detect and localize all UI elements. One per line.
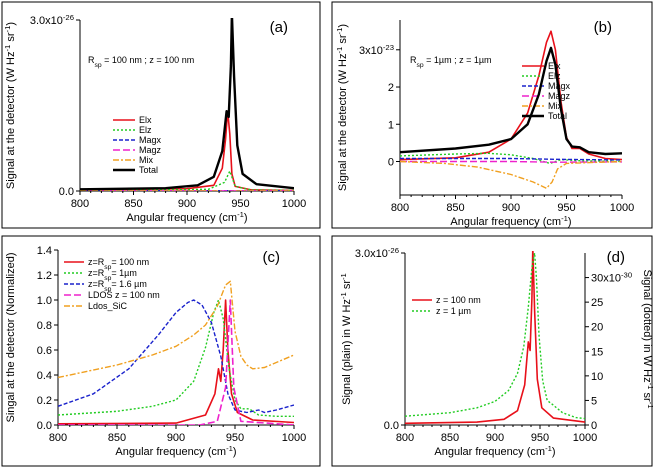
y-tick-right-label-d: 25	[591, 297, 603, 309]
y-tick-label-a: 0.0	[59, 186, 74, 198]
y-tick-label-c: 1.4	[37, 245, 52, 257]
legend-label-c-4: Ldos_SiC	[88, 301, 128, 311]
legend-label-b-5: Total	[548, 111, 567, 121]
x-tick-label-d: 800	[396, 432, 414, 444]
y-tick-right-label-d: 5	[591, 395, 597, 407]
x-tick-label-b: 800	[391, 202, 409, 214]
x-tick-label-a: 950	[231, 198, 249, 210]
y-tick-label-c: 1.0	[37, 295, 52, 307]
x-tick-label-c: 900	[167, 432, 185, 444]
x-axis-label-c: Angular frequency (cm-1)	[115, 444, 236, 459]
y-tick-label-c: 0.2	[37, 395, 52, 407]
x-tick-label-c: 950	[226, 432, 244, 444]
x-tick-label-b: 1000	[610, 202, 634, 214]
x-tick-label-d: 900	[486, 432, 504, 444]
y-tick-label-c: 0.0	[37, 420, 52, 432]
x-tick-label-b: 850	[446, 202, 464, 214]
y-tick-label-d: 0.0	[384, 420, 399, 432]
y-tick-label-c: 0.6	[37, 345, 52, 357]
x-tick-label-d: 950	[531, 432, 549, 444]
y-tick-label-b: 1	[388, 119, 394, 131]
legend-label-c-3: LDOS z = 100 nm	[88, 290, 160, 300]
panel-label-b: (b)	[594, 19, 612, 36]
legend-label-a-0: Elx	[139, 115, 152, 125]
y-tick-label-b: 2	[388, 82, 394, 94]
y-tick-label-c: 0.4	[37, 370, 52, 382]
x-tick-label-b: 950	[557, 202, 575, 214]
panel-label-c: (c)	[263, 249, 281, 266]
x-axis-label-d: Angular frequency (cm-1)	[434, 444, 555, 459]
x-tick-label-d: 850	[441, 432, 459, 444]
x-tick-label-a: 1000	[282, 198, 306, 210]
panel-label-a: (a)	[270, 19, 288, 36]
y-axis-label-d: Signal (plain) in W Hz-1 sr-1	[339, 273, 354, 405]
x-tick-label-b: 900	[502, 202, 520, 214]
legend-label-a-4: Mix	[139, 155, 153, 165]
y-tick-right-label-d: 15	[591, 346, 603, 358]
x-tick-label-c: 800	[49, 432, 67, 444]
y-tick-label-c: 1.2	[37, 270, 52, 282]
panel-label-d: (d)	[607, 249, 625, 266]
x-tick-label-d: 1000	[573, 432, 597, 444]
x-tick-label-a: 850	[124, 198, 142, 210]
x-tick-label-a: 800	[71, 198, 89, 210]
legend-label-d-0: z = 100 nm	[436, 295, 481, 305]
y-axis-label-c: Singal at the detector (Normalized)	[5, 253, 17, 423]
legend-label-a-3: Magz	[139, 145, 162, 155]
x-axis-label-b: Angular frequency (cm-1)	[450, 214, 571, 229]
y-tick-right-label-d: 20	[591, 322, 603, 334]
legend-label-a-1: Elz	[139, 125, 152, 135]
legend-label-d-1: z = 1 µm	[436, 306, 471, 316]
x-tick-label-c: 1000	[282, 432, 306, 444]
x-tick-label-a: 900	[178, 198, 196, 210]
legend-label-a-2: Magx	[139, 135, 162, 145]
y-tick-right-label-d: 0	[591, 420, 597, 432]
y-tick-label-b: 0	[388, 156, 394, 168]
x-axis-label-a: Angular frequency (cm-1)	[126, 210, 247, 225]
legend-label-a-5: Total	[139, 165, 158, 175]
x-tick-label-c: 850	[108, 432, 126, 444]
y-tick-right-label-d: 10	[591, 371, 603, 383]
y-tick-label-c: 0.8	[37, 320, 52, 332]
legend-label-b-1: Elz	[548, 71, 561, 81]
